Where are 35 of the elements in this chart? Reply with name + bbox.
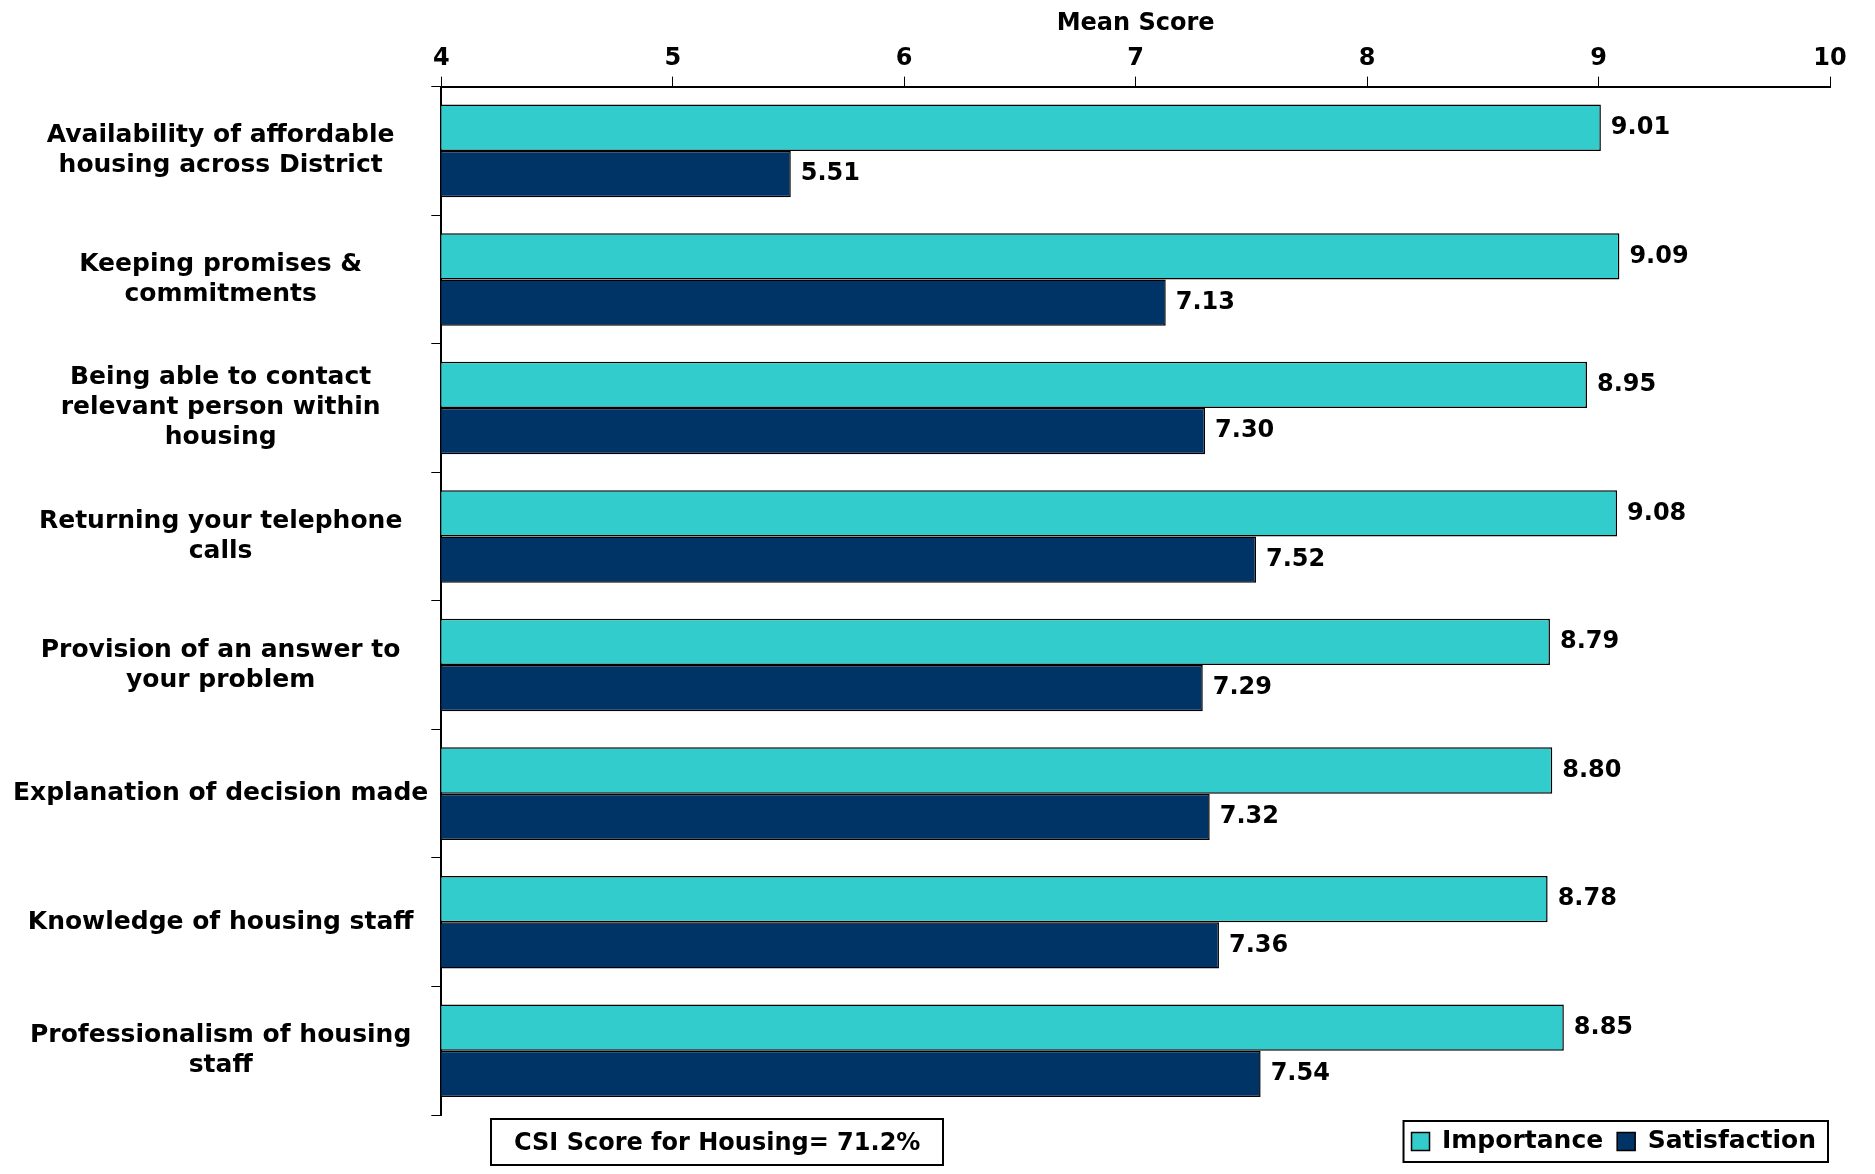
x-tick-label: 6 — [895, 43, 913, 72]
y-tick-label: Knowledge of housing staff — [27, 905, 415, 935]
x-tick-label: 7 — [1127, 43, 1144, 72]
x-tick-label: 10 — [1813, 43, 1847, 72]
y-tick-label: Professionalism of housing staff — [30, 1019, 412, 1079]
x-tick-label: 8 — [1358, 43, 1376, 72]
data-label: 7.52 — [1266, 543, 1326, 572]
data-label: 7.13 — [1175, 286, 1235, 315]
y-tick-label: Returning your telephone calls — [38, 505, 403, 565]
data-label: 7.54 — [1270, 1058, 1330, 1087]
data-label: 5.51 — [800, 158, 860, 187]
data-label: 9.09 — [1629, 240, 1689, 269]
x-tick-label: 5 — [664, 43, 682, 72]
legend-label: Satisfaction — [1647, 1125, 1817, 1154]
text: CSI Score for Housing= 71.2% — [490, 1118, 945, 1166]
data-label: 7.30 — [1215, 415, 1275, 444]
data-label: 7.36 — [1228, 929, 1289, 958]
data-label: 7.29 — [1212, 672, 1272, 701]
data-label: 9.01 — [1610, 111, 1671, 140]
data-label: 8.79 — [1559, 626, 1620, 655]
data-label: 7.32 — [1219, 801, 1279, 829]
data-label: 8.78 — [1557, 883, 1617, 912]
x-tick-label: 4 — [432, 43, 450, 72]
legend-label: Importance — [1442, 1125, 1604, 1154]
x-tick-label: 9 — [1590, 43, 1607, 72]
y-tick-label: Provision of an answer to your problem — [40, 633, 401, 693]
data-label: 9.08 — [1627, 497, 1687, 526]
y-tick-label: Availability of affordable housing across District — [46, 119, 395, 179]
x-axis-title: Mean Score — [1056, 7, 1215, 36]
data-label: 8.95 — [1596, 369, 1657, 398]
data-label: 8.85 — [1573, 1011, 1634, 1040]
y-tick-label: Keeping promises & commitments — [79, 247, 363, 307]
y-tick-label: Explanation of decision made — [13, 777, 429, 807]
y-tick-label: Being able to contact relevant person within housing — [60, 361, 381, 451]
data-label: 8.80 — [1562, 754, 1622, 783]
